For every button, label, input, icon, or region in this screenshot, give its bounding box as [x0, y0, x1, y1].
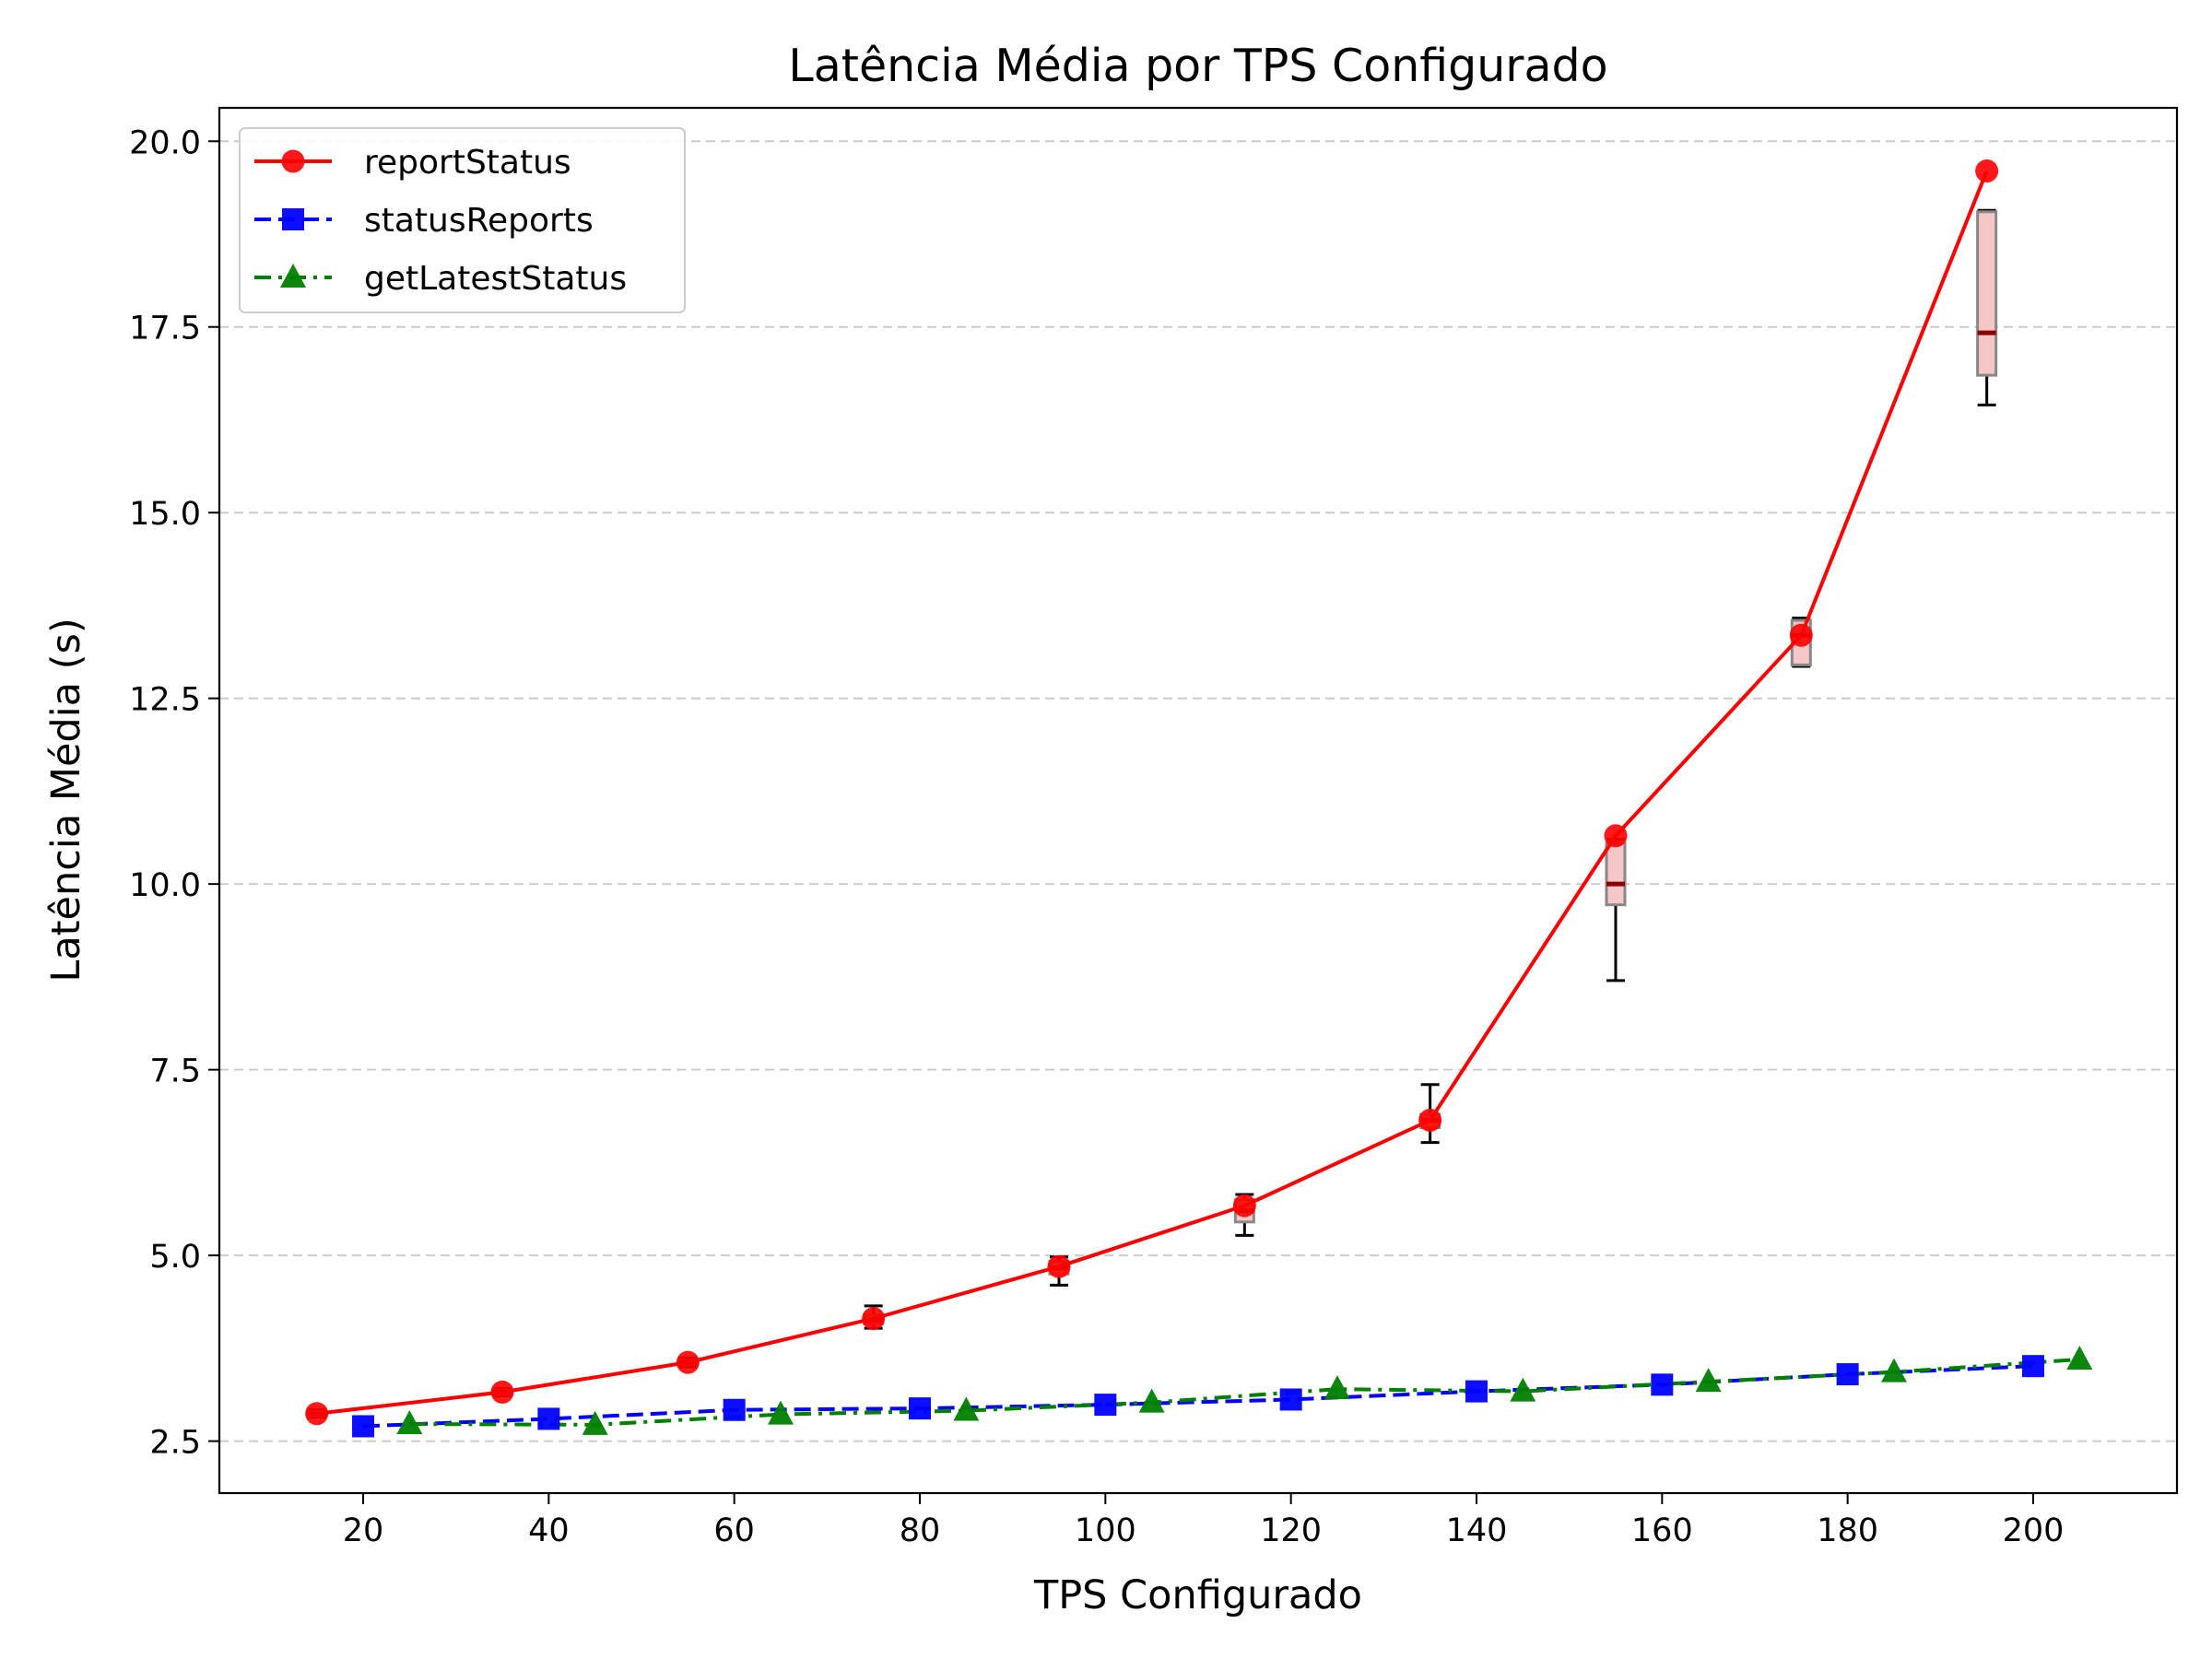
- data-point-getLatestStatus: [2066, 1345, 2093, 1370]
- data-point-statusReports: [1279, 1388, 1302, 1411]
- y-tick-label: 15.0: [129, 496, 201, 533]
- series-line-reportStatus: [316, 170, 1989, 1416]
- x-tick-label: 180: [1817, 1512, 1878, 1549]
- data-point-statusReports: [1651, 1373, 1674, 1396]
- chart-title: Latência Média por TPS Configurado: [788, 40, 1607, 92]
- data-point-reportStatus: [1975, 159, 1999, 183]
- legend-marker: [282, 208, 304, 230]
- legend-label: getLatestStatus: [364, 260, 627, 298]
- data-point-statusReports: [723, 1398, 746, 1421]
- data-point-getLatestStatus: [768, 1400, 794, 1425]
- series-markers: [305, 159, 2093, 1438]
- y-tick-label: 17.5: [129, 311, 201, 347]
- data-point-statusReports: [1465, 1380, 1488, 1403]
- data-point-reportStatus: [862, 1307, 886, 1331]
- data-point-statusReports: [352, 1415, 375, 1438]
- box: [1605, 841, 1627, 907]
- x-axis-label: TPS Configurado: [1033, 1572, 1362, 1618]
- plot-frame: [218, 106, 2179, 1495]
- legend-label: reportStatus: [364, 144, 571, 182]
- data-point-reportStatus: [1604, 824, 1628, 848]
- data-point-getLatestStatus: [1510, 1377, 1536, 1402]
- y-tick-label: 20.0: [129, 124, 201, 161]
- box: [1976, 210, 1998, 377]
- data-point-statusReports: [2021, 1355, 2044, 1378]
- y-axis-label: Latência Média (s): [43, 618, 89, 982]
- data-point-statusReports: [537, 1407, 560, 1430]
- series-lines: [316, 170, 2080, 1429]
- x-tick-label: 80: [900, 1512, 941, 1549]
- legend-box: [239, 127, 686, 313]
- data-point-reportStatus: [1789, 623, 1813, 647]
- data-point-reportStatus: [676, 1350, 700, 1374]
- data-point-getLatestStatus: [1880, 1358, 1907, 1382]
- x-tick-label: 160: [1631, 1512, 1693, 1549]
- y-tick-label: 12.5: [129, 682, 201, 719]
- x-tick-label: 60: [713, 1512, 755, 1549]
- x-tick-label: 20: [343, 1512, 384, 1549]
- x-tick-label: 40: [528, 1512, 570, 1549]
- x-tick-label: 100: [1075, 1512, 1136, 1549]
- data-point-getLatestStatus: [396, 1410, 423, 1435]
- data-point-statusReports: [1836, 1363, 1859, 1386]
- data-point-getLatestStatus: [1138, 1388, 1165, 1413]
- x-tick-label: 120: [1260, 1512, 1322, 1549]
- series-line-getLatestStatus: [409, 1357, 2080, 1427]
- legend-marker: [280, 264, 306, 288]
- data-point-getLatestStatus: [953, 1396, 980, 1421]
- data-point-statusReports: [1094, 1394, 1117, 1417]
- legend-marker: [281, 149, 305, 173]
- data-point-reportStatus: [490, 1380, 514, 1404]
- legend-label: statusReports: [364, 202, 594, 240]
- y-tick-label: 2.5: [149, 1425, 201, 1462]
- data-point-getLatestStatus: [1324, 1375, 1350, 1400]
- legend: reportStatus statusReports getLatestStatus: [239, 127, 686, 313]
- data-point-reportStatus: [1047, 1254, 1071, 1278]
- x-axis: 20 40 60 80 100 120 140 160 180 200: [343, 1493, 2065, 1549]
- data-point-statusReports: [909, 1397, 932, 1420]
- data-point-reportStatus: [305, 1402, 329, 1426]
- y-tick-label: 7.5: [149, 1053, 201, 1090]
- data-point-getLatestStatus: [582, 1410, 608, 1435]
- y-tick-label: 10.0: [129, 867, 201, 904]
- y-tick-label: 5.0: [149, 1239, 201, 1276]
- boxplot: [1976, 208, 1998, 406]
- x-tick-label: 140: [1446, 1512, 1508, 1549]
- data-point-getLatestStatus: [1695, 1368, 1722, 1393]
- data-point-reportStatus: [1418, 1108, 1442, 1132]
- x-tick-label: 200: [2003, 1512, 2065, 1549]
- y-axis: 2.5 5.0 7.5 10.0 12.5 15.0 17.5 20.0: [129, 124, 219, 1462]
- data-point-reportStatus: [1232, 1194, 1256, 1218]
